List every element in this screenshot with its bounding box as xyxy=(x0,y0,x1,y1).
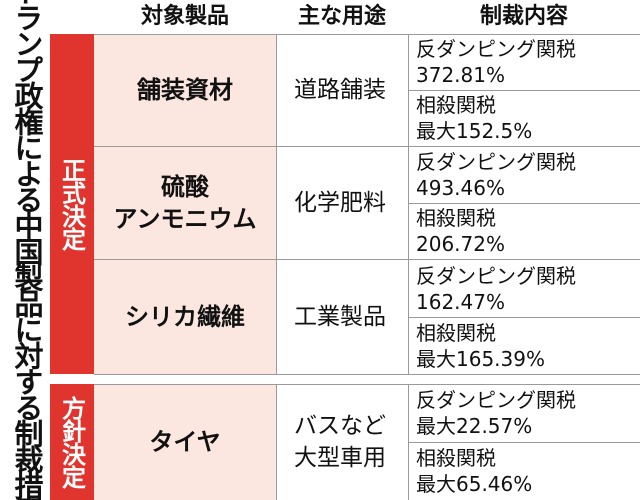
use-cell: 道路舗装 xyxy=(294,77,386,103)
anti-dumping-label: 反ダンピング関税 xyxy=(416,150,576,174)
product-line: アンモニウム xyxy=(113,205,257,233)
countervailing-label: 相殺関税 xyxy=(416,446,496,470)
use-cell: バスなど 大型車用 xyxy=(276,384,404,500)
product-cell: タイヤ xyxy=(94,384,276,500)
anti-dumping-value: 372.81% xyxy=(416,63,505,87)
countervailing-label: 相殺関税 xyxy=(416,206,496,230)
grid-line xyxy=(276,34,277,374)
grid-line xyxy=(94,374,640,375)
sanction-cell: 相殺関税 206.72% xyxy=(408,203,640,259)
grid-line xyxy=(408,317,640,318)
grid-line xyxy=(408,384,409,500)
countervailing-value: 最大65.46% xyxy=(416,472,533,496)
header-use: 主な用途 xyxy=(297,4,386,29)
side-title: トランプ政権による中国製品に対する制裁措置 xyxy=(10,0,44,500)
anti-dumping-label: 反ダンピング関税 xyxy=(416,263,576,288)
grid-line xyxy=(408,203,640,204)
use-cell: 化学肥料 xyxy=(294,190,386,216)
sanction-cell: 相殺関税 最大152.5% xyxy=(408,90,640,146)
sanction-cell: 反ダンピング関税 162.47% xyxy=(408,260,640,317)
countervailing-label: 相殺関税 xyxy=(416,320,496,345)
anti-dumping-value: 493.46% xyxy=(416,176,505,200)
grid-line xyxy=(94,146,640,147)
countervailing-value: 206.72% xyxy=(416,232,505,256)
grid-line xyxy=(94,259,640,260)
grid-line xyxy=(94,34,640,35)
product-cell: シリカ繊維 xyxy=(94,260,276,374)
anti-dumping-value: 最大22.57% xyxy=(416,414,533,438)
header-product: 対象製品 xyxy=(140,4,229,29)
countervailing-value: 最大165.39% xyxy=(416,346,545,371)
product-cell: 舗装資材 xyxy=(94,34,276,146)
grid-line xyxy=(276,384,277,500)
group-label-formal: 正式決定 xyxy=(50,34,94,374)
grid-line xyxy=(408,90,640,91)
sanction-cell: 相殺関税 最大65.46% xyxy=(408,442,640,500)
countervailing-value: 最大152.5% xyxy=(416,119,533,143)
use-line: 大型車用 xyxy=(294,445,386,471)
grid-line xyxy=(408,442,640,443)
sanction-cell: 反ダンピング関税 最大22.57% xyxy=(408,384,640,442)
anti-dumping-value: 162.47% xyxy=(416,289,505,314)
use-line: バスなど xyxy=(294,413,386,439)
sanction-cell: 反ダンピング関税 372.81% xyxy=(408,34,640,90)
anti-dumping-label: 反ダンピング関税 xyxy=(416,388,576,412)
product-cell: 硫酸 アンモニウム xyxy=(94,147,276,259)
sanction-cell: 反ダンピング関税 493.46% xyxy=(408,147,640,203)
group-label-policy: 方針決定 xyxy=(50,384,94,500)
sanction-cell: 相殺関税 最大165.39% xyxy=(408,317,640,374)
grid-line xyxy=(408,34,409,374)
header-sanction: 制裁内容 xyxy=(479,4,568,29)
countervailing-label: 相殺関税 xyxy=(416,93,496,117)
grid-line xyxy=(94,384,640,385)
anti-dumping-label: 反ダンピング関税 xyxy=(416,37,576,61)
product-line: 硫酸 xyxy=(160,173,209,201)
use-cell: 工業製品 xyxy=(294,304,386,330)
